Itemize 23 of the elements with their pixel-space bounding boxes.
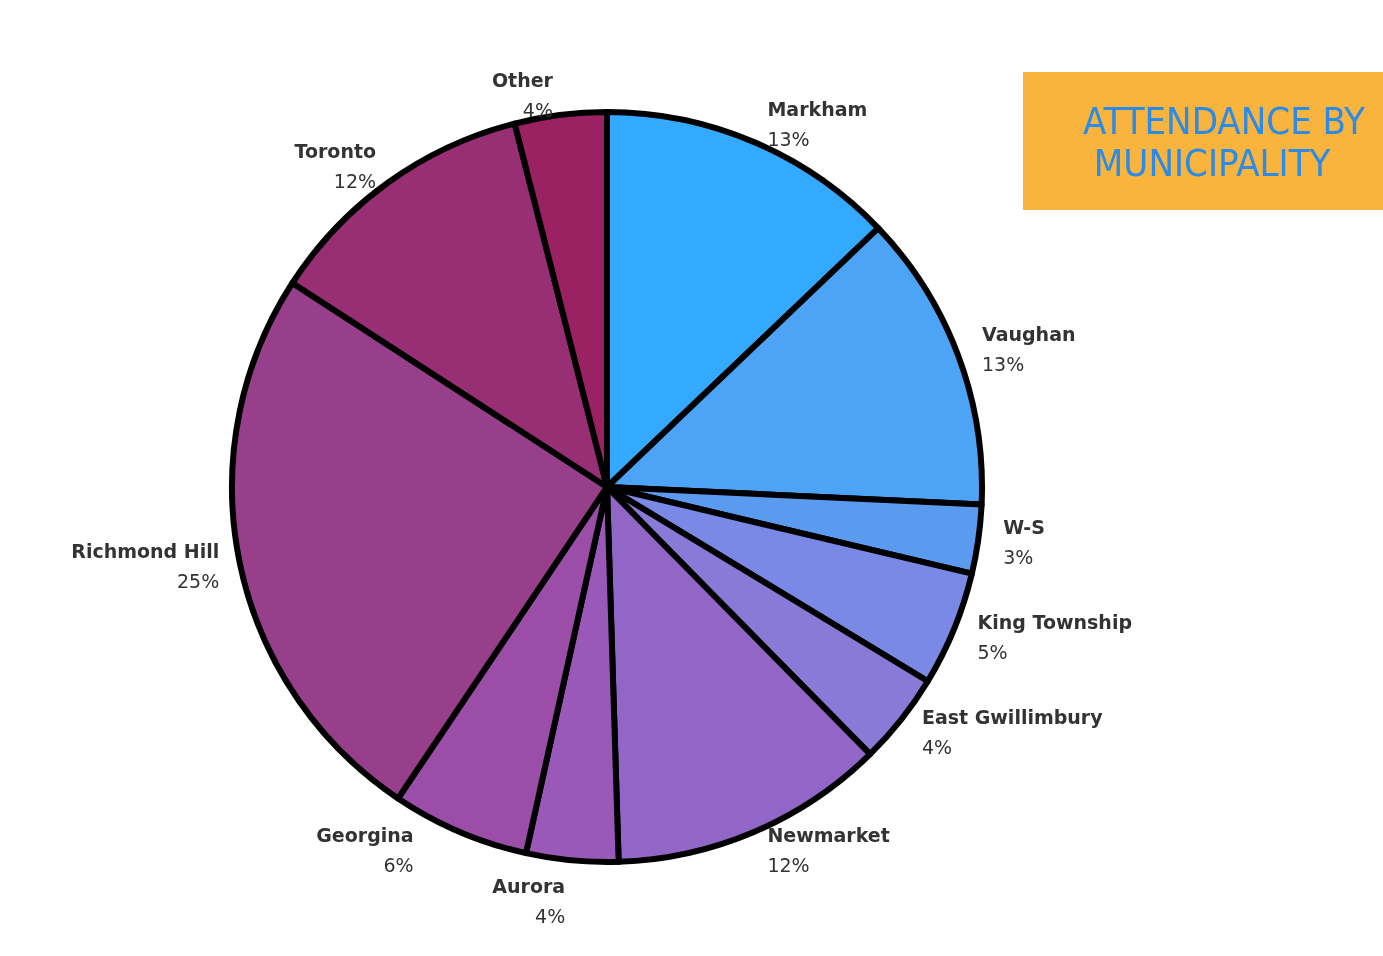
data-label: 13% <box>767 127 810 150</box>
slice-label: Toronto <box>294 140 377 162</box>
slice-label: Aurora <box>492 875 566 898</box>
data-label: 5% <box>977 640 1008 663</box>
data-label: 12% <box>767 854 810 877</box>
data-label: 3% <box>1003 546 1034 569</box>
data-label: 13% <box>982 352 1025 375</box>
data-label: 4% <box>535 905 566 928</box>
data-label: 6% <box>383 854 414 877</box>
slice-label: Richmond Hill <box>71 540 220 563</box>
text: ATTENDANCE BY MUNICIPALITY <box>1083 99 1365 185</box>
slice-label: East Gwillimbury <box>921 705 1104 728</box>
slice-label: Georgina <box>316 824 414 847</box>
slice-label: Other <box>491 69 554 92</box>
slice-label: King Township <box>977 610 1133 633</box>
data-label: 12% <box>333 170 377 192</box>
data-label: 25% <box>177 570 220 593</box>
data-label: 4% <box>921 735 953 758</box>
data-label: 4% <box>522 99 553 122</box>
slice-label: Newmarket <box>767 824 890 847</box>
slice-label: Markham <box>767 97 868 120</box>
slice-label: W-S <box>1003 516 1045 539</box>
slice-label: Vaughan <box>982 322 1076 345</box>
